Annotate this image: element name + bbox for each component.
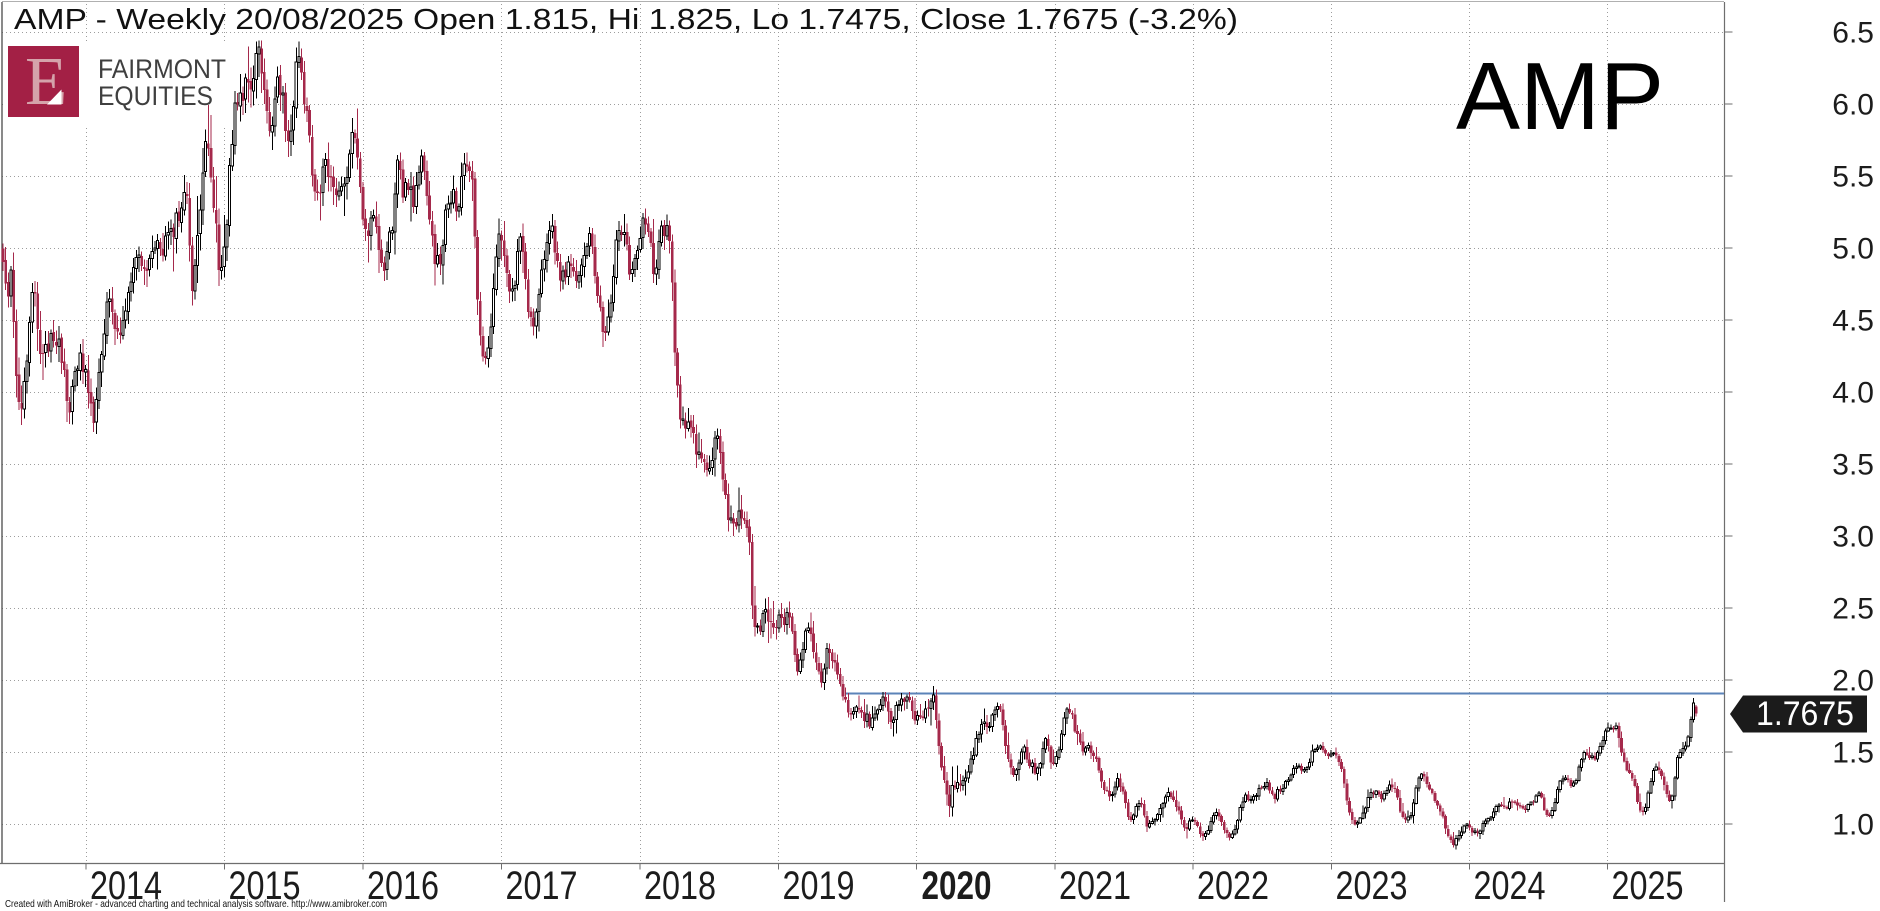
svg-text:2.0: 2.0: [1832, 665, 1874, 698]
svg-text:2015: 2015: [229, 864, 301, 908]
svg-text:2024: 2024: [1474, 864, 1546, 908]
svg-text:5.5: 5.5: [1832, 161, 1874, 194]
svg-text:6.5: 6.5: [1832, 17, 1874, 50]
svg-text:AMP - Weekly 20/08/2025 Open 1: AMP - Weekly 20/08/2025 Open 1.815, Hi 1…: [14, 4, 1238, 36]
svg-text:3.5: 3.5: [1832, 449, 1874, 482]
svg-text:5.0: 5.0: [1832, 233, 1874, 266]
svg-text:2023: 2023: [1336, 864, 1408, 908]
svg-text:2016: 2016: [367, 864, 439, 908]
svg-text:AMP: AMP: [1456, 43, 1664, 150]
svg-text:EQUITIES: EQUITIES: [98, 81, 213, 111]
svg-text:4.0: 4.0: [1832, 377, 1874, 410]
svg-text:2017: 2017: [506, 864, 578, 908]
svg-text:2019: 2019: [783, 864, 855, 908]
svg-text:4.5: 4.5: [1832, 305, 1874, 338]
svg-text:FAIRMONT: FAIRMONT: [98, 54, 226, 84]
svg-text:2020: 2020: [922, 864, 992, 908]
svg-text:2021: 2021: [1059, 864, 1131, 908]
svg-text:2025: 2025: [1612, 864, 1684, 908]
svg-text:1.5: 1.5: [1832, 737, 1874, 770]
svg-text:2022: 2022: [1197, 864, 1269, 908]
svg-text:6.0: 6.0: [1832, 89, 1874, 122]
svg-text:Created with AmiBroker - advan: Created with AmiBroker - advanced charti…: [5, 898, 387, 910]
svg-text:1.0: 1.0: [1832, 809, 1874, 842]
svg-text:3.0: 3.0: [1832, 521, 1874, 554]
svg-text:2018: 2018: [644, 864, 716, 908]
svg-text:2.5: 2.5: [1832, 593, 1874, 626]
svg-text:1.7675: 1.7675: [1756, 695, 1854, 733]
svg-text:E: E: [25, 43, 67, 119]
svg-text:2014: 2014: [90, 864, 162, 908]
